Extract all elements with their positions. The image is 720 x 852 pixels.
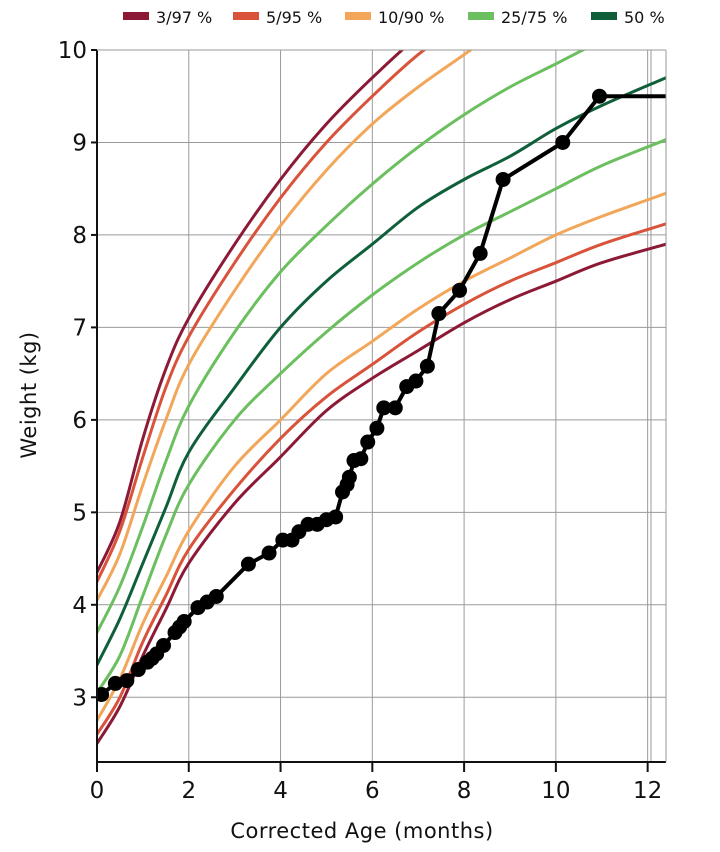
legend-label: 3/97 % — [156, 8, 212, 27]
x-tick-label: 4 — [273, 778, 288, 804]
weight-point — [419, 358, 435, 374]
legend-swatch — [233, 12, 259, 20]
patient-weight-series — [97, 88, 666, 702]
y-axis-label: Weight (kg) — [17, 331, 41, 458]
weight-point — [261, 545, 277, 561]
x-tick-label: 12 — [633, 778, 662, 804]
percentile-curve — [97, 138, 666, 695]
x-axis-label: Corrected Age (months) — [230, 819, 493, 843]
legend-label: 50 % — [624, 8, 665, 27]
y-tick-label: 10 — [58, 38, 87, 64]
percentile-curve — [97, 50, 405, 574]
percentile-curve — [97, 191, 666, 722]
legend-swatch — [591, 12, 617, 20]
legend-label: 25/75 % — [501, 8, 567, 27]
percentile-curve — [97, 222, 666, 736]
weight-point — [107, 675, 123, 691]
weight-point — [376, 400, 392, 416]
weight-point — [369, 420, 385, 436]
y-tick-label: 3 — [72, 685, 87, 711]
weight-point — [495, 171, 511, 187]
legend-swatch — [468, 12, 494, 20]
weight-point — [555, 134, 571, 150]
percentile-curve — [97, 50, 427, 584]
legend-swatch — [123, 12, 149, 20]
y-tick-label: 9 — [72, 130, 87, 156]
y-tick-label: 5 — [72, 500, 87, 526]
x-tick-label: 2 — [181, 778, 196, 804]
axes: 0 2 4 6 8 10 12 3 4 5 6 7 8 9 10 — [58, 38, 667, 804]
weight-point — [387, 400, 403, 416]
weight-point — [408, 373, 424, 389]
percentile-curves — [97, 50, 666, 745]
weight-point — [328, 509, 344, 525]
y-tick-label: 8 — [72, 223, 87, 249]
weight-point — [119, 673, 135, 689]
weight-point — [452, 282, 468, 298]
legend-label: 5/95 % — [266, 8, 322, 27]
y-tick-label: 6 — [72, 408, 87, 434]
weight-point — [97, 687, 110, 702]
percentile-curve — [97, 242, 666, 745]
weight-point — [176, 613, 192, 629]
weight-point — [341, 469, 357, 485]
legend-swatch — [345, 12, 371, 20]
weight-point — [591, 88, 607, 104]
x-tick-label: 10 — [541, 778, 570, 804]
weight-point — [353, 451, 369, 467]
weight-point — [472, 245, 488, 261]
legend-label: 10/90 % — [378, 8, 444, 27]
x-tick-label: 8 — [457, 778, 472, 804]
y-tick-label: 4 — [72, 593, 87, 619]
y-tick-label: 7 — [72, 315, 87, 341]
weight-point — [360, 434, 376, 450]
percentile-curve — [97, 50, 474, 602]
legend: 3/97 % 5/95 % 10/90 % 25/75 % 50 % — [123, 8, 665, 27]
weight-point — [240, 556, 256, 572]
percentile-curve — [97, 50, 587, 634]
percentile-curve — [97, 76, 666, 667]
weight-point — [431, 306, 447, 322]
weight-point — [156, 637, 172, 653]
weight-point — [208, 588, 224, 604]
x-tick-label: 6 — [365, 778, 380, 804]
x-tick-label: 0 — [90, 778, 105, 804]
